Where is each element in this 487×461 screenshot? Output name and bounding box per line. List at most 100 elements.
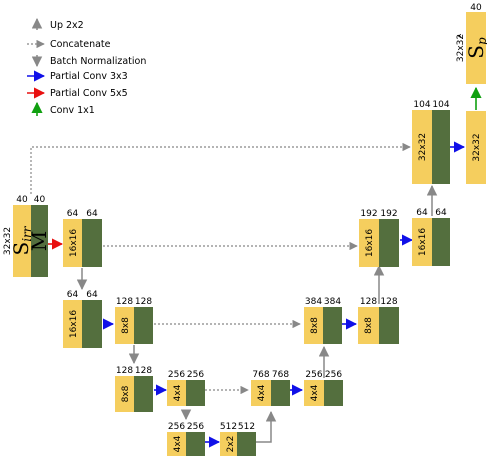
legend-item-conv1: Conv 1x1 — [31, 101, 95, 116]
block-dec6-channels-left: 64 — [416, 208, 428, 218]
block-enc2-yellow — [63, 300, 82, 348]
block-enc1-resolution: 16x16 — [69, 229, 79, 258]
block-dec5-channels-right: 192 — [380, 209, 397, 219]
block-dec5-yellow — [359, 219, 379, 267]
output-resolution: 32x32 — [456, 34, 466, 62]
block-dec8: 32x32 — [466, 111, 486, 184]
legend-label-conv1: Conv 1x1 — [50, 105, 95, 116]
input-label-m: M — [27, 231, 51, 251]
block-enc4-green — [134, 376, 153, 412]
block-dec4: 128 128 8x8 — [358, 297, 399, 344]
block-enc5-channels-right: 256 — [187, 370, 204, 380]
block-dec3-resolution: 8x8 — [310, 317, 320, 334]
block-bottleneck-channels-right: 512 — [238, 422, 255, 432]
input-green-slab — [31, 205, 48, 277]
block-dec6: 64 64 16x16 — [412, 208, 450, 266]
block-dec7: 104 104 32x32 — [412, 100, 450, 184]
block-dec5: 192 192 16x16 — [359, 209, 399, 267]
block-bottleneck-channels-left: 512 — [220, 422, 237, 432]
block-enc4: 128 128 8x8 — [115, 366, 153, 412]
block-dec8-resolution: 32x32 — [472, 133, 482, 161]
legend-label-up: Up 2x2 — [50, 20, 84, 31]
block-dec1-channels-left: 768 — [252, 370, 269, 380]
block-dec1: 768 768 4x4 — [251, 370, 290, 406]
legend-label-pconv3: Partial Conv 3x3 — [50, 71, 128, 82]
block-enc6-green — [186, 432, 205, 456]
block-dec7-channels-right: 104 — [432, 100, 449, 110]
block-enc6-yellow — [167, 432, 186, 456]
block-dec4-resolution: 8x8 — [364, 317, 374, 334]
block-dec7-yellow — [412, 110, 432, 184]
block-dec3-channels-left: 384 — [305, 297, 322, 307]
block-dec3-channels-right: 384 — [324, 297, 341, 307]
block-bottleneck-green — [237, 432, 256, 456]
block-enc3-green — [134, 307, 153, 344]
skip-connection-32 — [30, 142, 411, 194]
legend-label-batch-norm: Batch Normalization — [50, 56, 146, 67]
output-label-s: Sp — [464, 37, 487, 59]
output-block: 40 32x32 Sp ˆ — [456, 3, 487, 84]
block-enc5-channels-left: 256 — [168, 370, 185, 380]
block-enc2-channels-left: 64 — [67, 290, 79, 300]
block-dec6-green — [432, 218, 450, 266]
up-arrow-bottleneck — [256, 410, 277, 443]
block-dec6-resolution: 16x16 — [418, 228, 428, 257]
block-dec2-green — [324, 380, 343, 406]
legend-item-pconv5: Partial Conv 5x5 — [27, 87, 128, 99]
block-dec7-resolution: 32x32 — [418, 133, 428, 161]
legend-item-batch-norm: Batch Normalization — [31, 55, 146, 68]
block-enc3-resolution: 8x8 — [121, 317, 131, 334]
legend-label-pconv5: Partial Conv 5x5 — [50, 88, 128, 99]
block-dec2-channels-left: 256 — [305, 370, 322, 380]
block-enc3-channels-left: 128 — [116, 297, 133, 307]
block-dec7-channels-left: 104 — [413, 100, 430, 110]
input-resolution: 32x32 — [3, 227, 13, 255]
block-dec1-resolution: 4x4 — [257, 384, 267, 401]
block-enc6: 256 256 4x4 — [167, 422, 205, 456]
connections — [30, 86, 482, 448]
block-dec4-channels-left: 128 — [360, 297, 377, 307]
block-enc1: 64 64 16x16 — [63, 209, 102, 267]
block-dec5-green — [379, 219, 399, 267]
block-enc5-green — [186, 380, 205, 406]
block-dec6-channels-right: 64 — [435, 208, 447, 218]
block-enc2-green — [82, 300, 102, 348]
block-dec3-green — [323, 307, 342, 344]
output-yellow-slab — [466, 12, 486, 84]
block-enc4-channels-left: 128 — [116, 366, 133, 376]
output-hat-icon: ˆ — [458, 33, 474, 40]
block-dec4-channels-right: 128 — [380, 297, 397, 307]
block-dec7-green — [432, 110, 450, 184]
block-enc5: 256 256 4x4 — [167, 370, 205, 406]
block-enc6-resolution: 4x4 — [173, 435, 183, 452]
block-enc4-resolution: 8x8 — [121, 385, 131, 402]
legend-item-concatenate: Concatenate — [27, 39, 111, 50]
block-dec4-yellow — [358, 307, 379, 344]
block-enc3: 128 128 8x8 — [115, 297, 153, 344]
input-channels-right: 40 — [34, 195, 46, 205]
block-enc1-green — [82, 219, 102, 267]
block-enc5-resolution: 4x4 — [173, 384, 183, 401]
legend-label-concatenate: Concatenate — [50, 39, 111, 50]
output-channels: 40 — [470, 3, 482, 13]
input-yellow-slab — [13, 205, 31, 277]
legend: Up 2x2 Concatenate Batch Normalization P… — [27, 17, 146, 116]
block-enc2: 64 64 16x16 — [63, 290, 102, 348]
block-dec8-yellow — [466, 111, 486, 184]
block-enc3-channels-right: 128 — [135, 297, 152, 307]
block-dec2-resolution: 4x4 — [310, 384, 320, 401]
block-enc2-channels-right: 64 — [86, 290, 98, 300]
input-label-s: Sirr — [9, 225, 34, 255]
block-dec1-channels-right: 768 — [272, 370, 289, 380]
block-dec5-channels-left: 192 — [360, 209, 377, 219]
block-enc5-yellow — [167, 380, 186, 406]
block-dec2-yellow — [304, 380, 324, 406]
block-enc6-channels-right: 256 — [187, 422, 204, 432]
block-enc4-channels-right: 128 — [135, 366, 152, 376]
block-enc1-channels-right: 64 — [86, 209, 98, 219]
block-dec4-green — [379, 307, 399, 344]
block-dec1-yellow — [251, 380, 271, 406]
